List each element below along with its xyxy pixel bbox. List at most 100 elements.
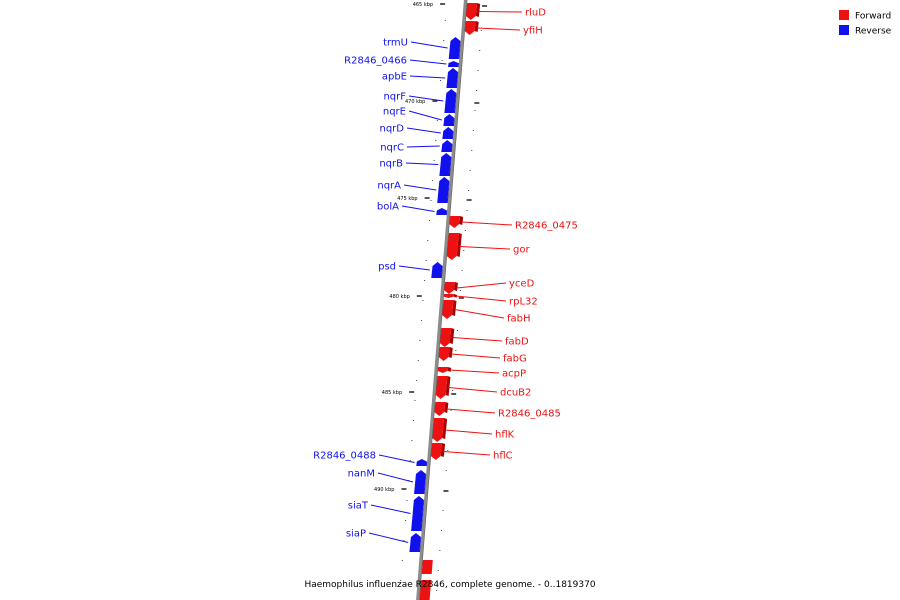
gene-label[interactable]: fabG bbox=[503, 354, 527, 365]
gene-leader-line bbox=[406, 145, 440, 148]
gene-label[interactable]: hflC bbox=[493, 451, 513, 462]
gene-label[interactable]: siaT bbox=[348, 501, 369, 512]
minor-tick bbox=[466, 210, 468, 211]
gene-arrow[interactable] bbox=[438, 347, 450, 361]
gene-leader-line bbox=[446, 408, 496, 414]
gene-label[interactable]: R2846_0485 bbox=[498, 409, 561, 420]
gene-arrow[interactable] bbox=[414, 470, 426, 494]
gene-label[interactable]: acpP bbox=[502, 369, 526, 380]
gene-arrow[interactable] bbox=[409, 533, 421, 552]
minor-tick bbox=[469, 170, 471, 171]
tick-label: 475 kbp bbox=[397, 196, 417, 202]
gene-label[interactable]: nqrA bbox=[377, 181, 401, 192]
gene-label[interactable]: hflK bbox=[495, 430, 515, 441]
gene-arrow-side bbox=[448, 347, 453, 358]
gene-arrow[interactable] bbox=[465, 3, 478, 20]
gene-leader-line bbox=[401, 205, 435, 212]
gene-arrow[interactable] bbox=[441, 300, 454, 319]
gene-leader-line bbox=[451, 353, 501, 359]
gene-arrow[interactable] bbox=[434, 402, 446, 416]
gene-arrow[interactable] bbox=[448, 61, 459, 67]
gene-label[interactable]: nqrE bbox=[383, 107, 406, 118]
gene-arrow-side bbox=[453, 282, 458, 291]
minor-tick bbox=[424, 280, 426, 281]
gene-leader-line bbox=[448, 387, 498, 393]
minor-tick bbox=[456, 330, 458, 331]
gene-label[interactable]: trmU bbox=[383, 38, 408, 49]
tick-label: 465 kbp bbox=[413, 2, 433, 8]
gene-label[interactable]: rluD bbox=[525, 8, 546, 19]
gene-arrow[interactable] bbox=[464, 21, 476, 35]
minor-tick bbox=[472, 130, 474, 131]
gene-label[interactable]: R2846_0466 bbox=[344, 56, 407, 67]
gene-arrow[interactable] bbox=[449, 216, 461, 228]
minor-tick bbox=[474, 110, 476, 111]
gene-arrow-side bbox=[474, 21, 479, 32]
gene-leader-line bbox=[461, 221, 513, 226]
minor-tick bbox=[404, 520, 406, 521]
gene-label[interactable]: R2846_0475 bbox=[515, 221, 578, 232]
gene-arrow[interactable] bbox=[419, 580, 432, 600]
gene-arrow[interactable] bbox=[437, 367, 449, 373]
gene-label[interactable]: yceD bbox=[509, 279, 535, 290]
gene-leader-line bbox=[370, 504, 411, 514]
gene-arrow-side bbox=[449, 328, 455, 344]
minor-tick bbox=[411, 440, 413, 441]
gene-label[interactable]: bolA bbox=[377, 202, 399, 213]
gene-arrow[interactable] bbox=[411, 496, 424, 531]
gene-arrow[interactable] bbox=[435, 376, 448, 399]
minor-tick bbox=[432, 180, 434, 181]
gene-label[interactable]: psd bbox=[378, 262, 396, 273]
gene-arrow[interactable] bbox=[446, 233, 459, 260]
gene-label[interactable]: R2846_0488 bbox=[313, 451, 376, 462]
gene-arrow[interactable] bbox=[436, 208, 447, 215]
minor-tick bbox=[416, 380, 418, 381]
gene-arrow[interactable] bbox=[448, 37, 461, 59]
gene-arrow[interactable] bbox=[442, 127, 454, 139]
gene-leader-line bbox=[368, 532, 409, 543]
minor-tick bbox=[427, 240, 429, 241]
minor-tick bbox=[433, 160, 435, 161]
gene-arrow[interactable] bbox=[444, 89, 457, 113]
legend: Forward Reverse bbox=[839, 10, 892, 37]
gene-arrow[interactable] bbox=[416, 459, 427, 466]
gene-leader-line bbox=[409, 75, 446, 79]
gene-arrow[interactable] bbox=[443, 114, 455, 126]
gene-label[interactable]: fabH bbox=[507, 314, 531, 325]
gene-label[interactable]: nqrB bbox=[379, 159, 403, 170]
gene-arrow-side bbox=[447, 367, 452, 372]
gene-arrow-side bbox=[459, 216, 464, 225]
gene-label[interactable]: nanM bbox=[348, 469, 375, 480]
gene-label[interactable]: rpL32 bbox=[509, 297, 538, 308]
gene-labels: rluD yfiH trmU R2846_0466 apbE nqrF nqrE nqrD nq… bbox=[313, 8, 578, 543]
gene-label[interactable]: nqrD bbox=[380, 124, 405, 135]
gene-arrow[interactable] bbox=[432, 418, 445, 442]
gene-label[interactable]: gor bbox=[513, 245, 530, 256]
gene-label[interactable]: apbE bbox=[382, 72, 407, 83]
gene-arrow[interactable] bbox=[430, 443, 443, 460]
minor-tick bbox=[400, 580, 402, 581]
gene-arrow[interactable] bbox=[441, 140, 453, 152]
gene-arrow[interactable] bbox=[421, 560, 433, 574]
gene-arrow[interactable] bbox=[437, 177, 450, 203]
gene-label[interactable]: nqrC bbox=[380, 143, 404, 154]
minor-tick bbox=[468, 190, 470, 191]
gene-arrow[interactable] bbox=[439, 153, 452, 176]
gene-label[interactable]: dcuB2 bbox=[500, 388, 531, 399]
gene-arrow[interactable] bbox=[446, 68, 458, 88]
minor-tick bbox=[412, 420, 414, 421]
gene-arrow[interactable] bbox=[439, 328, 452, 347]
gene-leader-line bbox=[454, 309, 505, 319]
minor-tick bbox=[447, 450, 449, 451]
gene-label[interactable]: yfiH bbox=[523, 26, 543, 37]
gene-label[interactable]: nqrF bbox=[383, 92, 406, 103]
gene-leader-line bbox=[406, 127, 441, 134]
gene-arrow[interactable] bbox=[443, 294, 454, 298]
minor-tick bbox=[420, 320, 422, 321]
gene-arrow[interactable] bbox=[443, 282, 455, 294]
gene-label[interactable]: siaP bbox=[346, 529, 366, 540]
gene-arrow-side bbox=[451, 300, 457, 316]
gene-label[interactable]: fabD bbox=[505, 337, 529, 348]
gene-arrow[interactable] bbox=[431, 262, 443, 278]
